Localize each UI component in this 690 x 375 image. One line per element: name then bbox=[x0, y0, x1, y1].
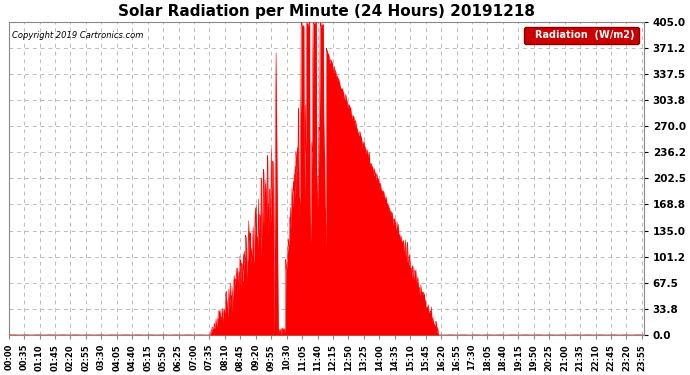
Title: Solar Radiation per Minute (24 Hours) 20191218: Solar Radiation per Minute (24 Hours) 20… bbox=[118, 4, 535, 19]
Text: Copyright 2019 Cartronics.com: Copyright 2019 Cartronics.com bbox=[12, 31, 144, 40]
Legend: Radiation  (W/m2): Radiation (W/m2) bbox=[524, 27, 639, 44]
